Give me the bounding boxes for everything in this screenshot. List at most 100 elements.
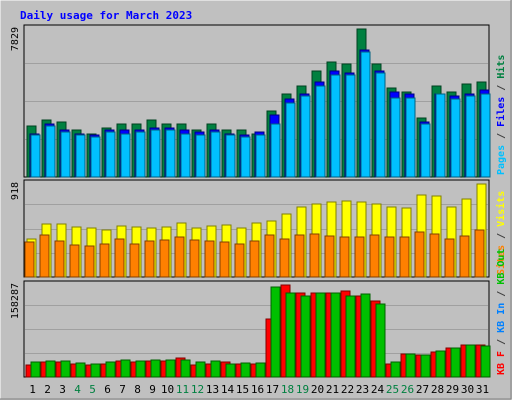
visits-sites-bar-sites-24 [369,234,380,278]
kbytes-bar-kb-out-5 [90,363,101,378]
hits-files-pages-bar-pages-12 [195,134,206,178]
hits-files-pages-bar-pages-3 [60,131,71,178]
kbytes-bar-kb-out-14 [225,363,236,378]
visits-sites-bar-sites-22 [339,236,350,278]
hits-files-pages-bar-pages-17 [270,123,281,178]
kbytes-bar-kb-out-16 [255,362,266,378]
day-label-26: 26 [401,383,414,396]
kbytes-bar-kb-out-26 [405,353,416,378]
visits-sites-bar-sites-29 [444,238,455,278]
day-label-7: 7 [119,383,126,396]
kbytes-max-label: 158287 [10,283,21,319]
hits-files-pages-bar-pages-14 [225,134,236,178]
kbytes-bar-kb-out-9 [150,359,161,378]
day-label-12: 12 [191,383,204,396]
hits-files-pages-bar-pages-20 [315,85,326,178]
hits-files-pages-bar-pages-23 [360,51,371,178]
kbytes-bar-kb-out-22 [345,295,356,378]
kbytes-bar-kb-out-1 [30,361,41,378]
hits-files-pages-legend-item-1: / [496,127,507,145]
visits-sites-bar-sites-17 [264,234,275,278]
hits-files-pages-bar-pages-7 [120,133,131,178]
chart-panels: 7829 Pages / Files / Hits 918 Sites / Visit… [10,24,507,378]
kbytes-legend-item-3: / [496,285,507,303]
hits-files-pages-legend-item-3: / [496,79,507,97]
kbytes-bar-kb-out-2 [45,360,56,378]
kbytes-bar-kb-out-3 [60,360,71,378]
hits-files-pages-bar-pages-11 [180,133,191,178]
hits-files-pages-bar-pages-24 [375,72,386,178]
kbytes-legend: KB F / KB In / KB Out [496,249,507,375]
visits-sites-bar-sites-9 [144,240,155,278]
chart-title: Daily usage for March 2023 [20,9,192,22]
visits-sites-bar-sites-31 [474,229,485,278]
hits-files-pages-bar-pages-16 [255,134,266,178]
kbytes-bar-kb-out-20 [315,292,326,378]
day-label-20: 20 [311,383,324,396]
visits-sites-legend-item-0: Sites [495,245,507,275]
visits-sites-bar-sites-2 [39,234,50,278]
day-label-5: 5 [89,383,96,396]
hits-files-pages-bar-pages-25 [390,97,401,178]
hits-files-pages-legend: Pages / Files / Hits [495,55,507,175]
visits-sites-bar-sites-4 [69,244,80,278]
hits-files-pages-bar-pages-19 [300,95,311,178]
kbytes-bar-kb-out-21 [330,292,341,378]
hits-files-pages-bar-pages-2 [45,125,56,178]
kbytes-bar-kb-out-25 [390,361,401,378]
kbytes-bar-kb-out-29 [450,347,461,378]
visits-sites-bar-sites-1 [24,241,35,278]
day-label-4: 4 [74,383,81,396]
kbytes-bar-kb-out-12 [195,361,206,378]
visits-sites-bar-sites-6 [99,243,110,278]
kbytes-legend-item-1: / [496,333,507,351]
visits-sites-bar-sites-8 [129,243,140,278]
kbytes-bar-kb-out-24 [375,303,386,378]
hits-files-pages-bar-pages-31 [480,93,491,178]
kbytes-legend-item-4: KB Out [496,249,507,285]
kbytes-bar-kb-out-7 [120,359,131,378]
visits-sites-bar-sites-14 [219,241,230,278]
visits-sites-bar-sites-21 [324,235,335,278]
day-label-22: 22 [341,383,354,396]
visits-sites-bar-sites-11 [174,236,185,278]
hits-files-pages-max-label: 7829 [10,27,21,51]
visits-sites-bar-sites-10 [159,239,170,278]
visits-sites-bar-sites-30 [459,235,470,278]
visits-sites-bar-sites-28 [429,233,440,278]
day-label-27: 27 [416,383,429,396]
kbytes-bar-kb-out-13 [210,360,221,378]
day-label-3: 3 [59,383,66,396]
hits-files-pages-bar-pages-26 [405,97,416,178]
day-label-30: 30 [461,383,474,396]
kbytes-bar-kb-out-18 [285,292,296,378]
hits-files-pages-bar-pages-5 [90,136,101,178]
day-label-19: 19 [296,383,309,396]
day-label-23: 23 [356,383,369,396]
day-label-14: 14 [221,383,235,396]
day-label-16: 16 [251,383,264,396]
hits-files-pages-bar-pages-4 [75,134,86,178]
day-label-2: 2 [44,383,51,396]
hits-files-pages-bar-pages-1 [30,134,41,178]
hits-files-pages-bar-pages-10 [165,129,176,178]
visits-sites-legend-item-1: / [496,227,507,245]
kbytes-bar-kb-out-10 [165,359,176,378]
day-label-18: 18 [281,383,294,396]
kbytes-bar-kb-out-30 [465,344,476,378]
hits-files-pages-legend-item-2: Files [495,97,507,127]
kbytes-bar-kb-out-31 [480,345,491,378]
visits-sites-bar-sites-27 [414,231,425,278]
visits-sites-max-label: 918 [10,182,21,200]
hits-files-pages-bar-pages-18 [285,102,296,178]
day-label-28: 28 [431,383,444,396]
day-label-15: 15 [236,383,249,396]
hits-files-pages-bar-pages-13 [210,131,221,178]
hits-files-pages-legend-item-0: Pages [496,145,507,175]
day-label-21: 21 [326,383,339,396]
hits-files-pages-legend-item-4: Hits [495,55,507,79]
day-label-10: 10 [161,383,174,396]
day-label-29: 29 [446,383,459,396]
day-label-17: 17 [266,383,279,396]
